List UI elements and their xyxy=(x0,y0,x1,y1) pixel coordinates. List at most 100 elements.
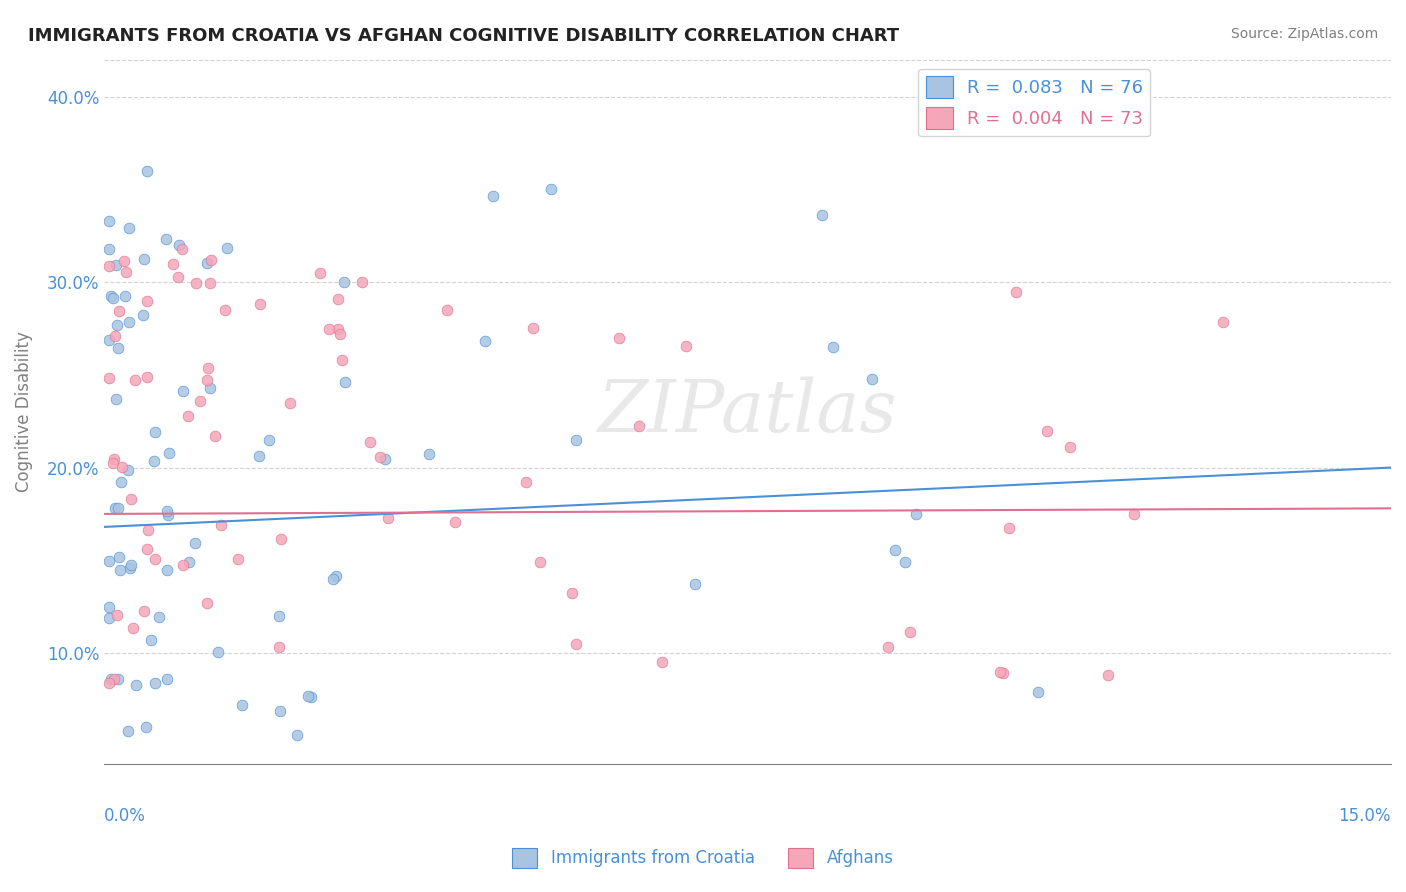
croatia xyxy=(97,599,120,614)
croatia xyxy=(117,463,139,477)
croatia xyxy=(195,256,218,270)
croatia xyxy=(683,577,706,591)
afghan xyxy=(132,604,155,618)
afghan xyxy=(651,655,673,669)
afghan xyxy=(988,665,1011,679)
afghan xyxy=(112,254,135,268)
croatia xyxy=(207,645,229,659)
afghan xyxy=(436,302,458,317)
afghan xyxy=(270,533,292,547)
croatia xyxy=(110,475,132,490)
afghan xyxy=(195,596,218,610)
croatia xyxy=(322,572,344,586)
croatia xyxy=(231,698,253,713)
afghan xyxy=(269,640,291,654)
croatia xyxy=(156,504,179,518)
afghan xyxy=(111,459,134,474)
croatia xyxy=(904,508,927,522)
afghan xyxy=(330,353,353,368)
afghan xyxy=(1097,667,1119,681)
afghan xyxy=(121,621,143,635)
croatia xyxy=(142,454,165,468)
croatia xyxy=(107,500,129,515)
croatia xyxy=(124,677,146,691)
Text: 15.0%: 15.0% xyxy=(1339,806,1391,824)
afghan xyxy=(607,331,630,345)
croatia xyxy=(105,318,128,332)
afghan xyxy=(1122,507,1144,521)
Legend: R =  0.083   N = 76, R =  0.004   N = 73: R = 0.083 N = 76, R = 0.004 N = 73 xyxy=(918,69,1150,136)
afghan xyxy=(377,511,399,525)
Legend: Immigrants from Croatia, Afghans: Immigrants from Croatia, Afghans xyxy=(506,841,900,875)
afghan xyxy=(522,321,544,335)
afghan xyxy=(103,452,125,467)
croatia xyxy=(157,508,180,522)
croatia xyxy=(108,563,131,577)
croatia xyxy=(104,392,127,406)
croatia xyxy=(114,289,136,303)
croatia xyxy=(101,291,124,305)
afghan xyxy=(136,541,159,556)
croatia xyxy=(172,384,194,398)
afghan xyxy=(998,521,1021,535)
croatia xyxy=(97,611,120,625)
croatia xyxy=(155,232,177,246)
croatia xyxy=(177,555,200,569)
afghan xyxy=(124,373,146,387)
afghan xyxy=(170,243,193,257)
croatia xyxy=(823,340,845,354)
croatia xyxy=(118,561,141,575)
croatia xyxy=(198,381,221,395)
afghan xyxy=(197,361,219,376)
croatia xyxy=(104,258,127,272)
afghan xyxy=(97,370,120,384)
afghan xyxy=(1004,285,1026,300)
Y-axis label: Cognitive Disability: Cognitive Disability xyxy=(15,332,32,492)
afghan xyxy=(114,264,136,278)
afghan xyxy=(198,277,221,291)
afghan xyxy=(186,276,208,290)
croatia xyxy=(418,447,440,461)
croatia xyxy=(257,433,280,447)
afghan xyxy=(172,558,194,572)
croatia xyxy=(97,554,120,568)
afghan xyxy=(529,555,551,569)
croatia xyxy=(540,182,562,196)
croatia xyxy=(143,675,166,690)
afghan xyxy=(991,665,1014,680)
afghan xyxy=(350,275,373,289)
croatia xyxy=(135,720,157,734)
croatia xyxy=(156,564,179,578)
afghan xyxy=(515,475,537,490)
Text: ZIPatlas: ZIPatlas xyxy=(598,376,897,447)
croatia xyxy=(285,728,308,742)
croatia xyxy=(215,241,238,255)
afghan xyxy=(135,370,157,384)
afghan xyxy=(108,304,131,318)
afghan xyxy=(214,303,236,318)
croatia xyxy=(97,214,120,228)
afghan xyxy=(97,259,120,273)
afghan xyxy=(627,419,650,434)
croatia xyxy=(118,315,141,329)
afghan xyxy=(565,637,588,651)
afghan xyxy=(359,434,381,449)
afghan xyxy=(97,676,120,690)
afghan xyxy=(561,586,583,600)
afghan xyxy=(329,327,352,342)
croatia xyxy=(103,500,125,515)
afghan xyxy=(309,266,332,280)
Text: Source: ZipAtlas.com: Source: ZipAtlas.com xyxy=(1230,27,1378,41)
Text: IMMIGRANTS FROM CROATIA VS AFGHAN COGNITIVE DISABILITY CORRELATION CHART: IMMIGRANTS FROM CROATIA VS AFGHAN COGNIT… xyxy=(28,27,900,45)
croatia xyxy=(474,334,496,348)
Text: 0.0%: 0.0% xyxy=(104,806,146,824)
afghan xyxy=(162,256,184,270)
afghan xyxy=(138,523,160,537)
croatia xyxy=(269,608,291,623)
afghan xyxy=(278,395,301,409)
afghan xyxy=(1036,424,1059,438)
afghan xyxy=(104,329,127,343)
croatia xyxy=(117,723,139,738)
croatia xyxy=(107,342,129,356)
croatia xyxy=(120,558,142,572)
